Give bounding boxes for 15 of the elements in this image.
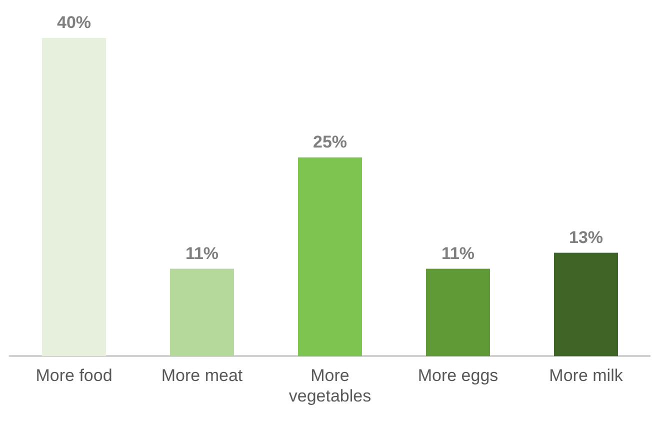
x-tick-label: More milk [549,366,624,386]
x-tick-label: More food [36,366,112,386]
data-label: 11% [441,244,475,263]
x-tick-label: More eggs [418,366,498,386]
bar [554,252,618,356]
bar [42,38,106,356]
data-label: 40% [56,13,92,32]
bar [298,157,362,356]
x-tick-label: More vegetables [288,366,372,406]
x-tick-label: More meat [161,366,243,386]
data-label: 13% [568,228,604,247]
bar [170,268,234,356]
bar [426,268,490,356]
data-label: 25% [312,132,348,152]
data-label: 11% [185,244,219,263]
